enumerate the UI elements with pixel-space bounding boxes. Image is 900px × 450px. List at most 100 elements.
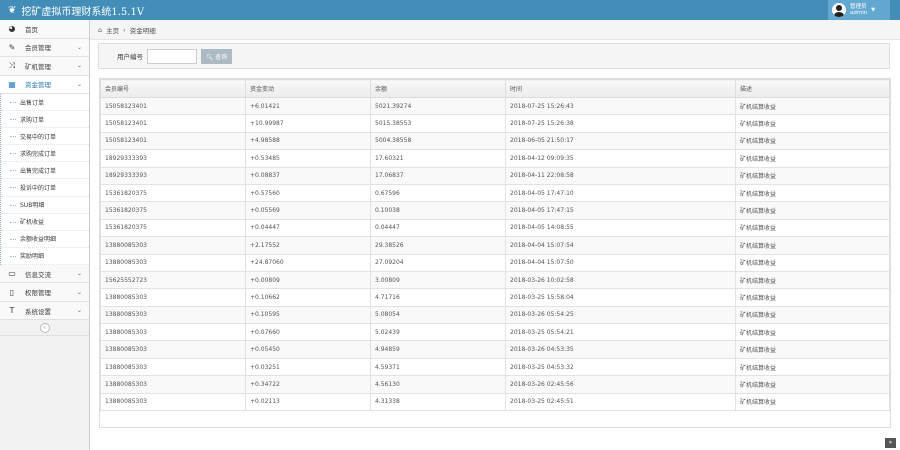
- table-cell: +0.05450: [245, 340, 371, 359]
- table-cell: 15058123401: [100, 114, 246, 133]
- breadcrumb-separator: ›: [123, 25, 126, 34]
- table-cell: 17.60321: [370, 149, 506, 168]
- submenu-item[interactable]: 交易中的订单: [1, 128, 89, 146]
- column-header: 余额: [370, 79, 506, 98]
- chevron-down-icon: ⌄: [76, 62, 82, 70]
- table-cell: 13880085303: [100, 323, 246, 342]
- sidebar-item-0[interactable]: ◕ 首页: [0, 20, 89, 39]
- table-cell: 矿机结算收益: [735, 218, 890, 238]
- table-cell: 27.09204: [370, 253, 506, 272]
- table-cell: 2018-03-25 02:45:51: [505, 392, 736, 412]
- table-cell: 矿机结算收益: [735, 183, 890, 203]
- table-cell: 5015.38553: [370, 114, 506, 133]
- caret-down-icon: ▼: [871, 7, 876, 13]
- table-cell: +0.05569: [245, 201, 371, 220]
- scroll-to-top-button[interactable]: »: [885, 438, 896, 448]
- sidebar-item-4[interactable]: ▭ 信息交流 ⌄: [0, 264, 89, 284]
- table-cell: +0.03251: [245, 357, 371, 377]
- table-cell: 2018-04-12 09:09:35: [505, 149, 736, 168]
- funds-table: 会员编号 资金变动 余额 时间 描述 15058123401 +6.01421 5021.3…: [100, 79, 890, 412]
- text-icon: T: [9, 306, 15, 316]
- table-cell: 13880085303: [100, 375, 246, 394]
- table-row: 13880085303 +0.07660 5.02439 2018-03-25 05:…: [100, 323, 890, 342]
- table-cell: 矿机结算收益: [735, 375, 890, 394]
- submenu-item[interactable]: 投诉中的订单: [1, 179, 89, 197]
- chevron-down-icon: ⌄: [76, 43, 82, 51]
- table-cell: 4.56130: [370, 375, 506, 394]
- user-id-input[interactable]: [147, 48, 197, 64]
- submenu-item[interactable]: 矿机收益: [1, 213, 89, 231]
- chevron-down-icon: ⌄: [76, 80, 82, 88]
- table-cell: 矿机结算收益: [735, 166, 890, 185]
- column-header: 时间: [505, 79, 736, 98]
- table-cell: 矿机结算收益: [735, 253, 890, 272]
- table-cell: 29.38526: [370, 236, 506, 255]
- submenu-item[interactable]: 余额收益明细: [1, 230, 89, 248]
- table-cell: 矿机结算收益: [735, 96, 890, 116]
- table-cell: 4.71716: [370, 288, 506, 307]
- calendar-icon: ▦: [8, 79, 16, 89]
- table-row: 15361820375 +0.04447 0.04447 2018-04-05 14:…: [100, 218, 890, 238]
- table-cell: 2018-04-05 17:47:15: [505, 201, 736, 220]
- user-role: admin: [850, 10, 868, 16]
- file-icon: ▯: [9, 287, 15, 297]
- sidebar-item-6[interactable]: T 系统设置 ⌄: [0, 301, 89, 321]
- sidebar-item-label: 矿机管理: [25, 62, 51, 71]
- submenu-item[interactable]: 奖励明细: [1, 247, 89, 265]
- table-cell: 2018-04-04 15:07:50: [505, 253, 736, 272]
- search-button[interactable]: 🔍︎ 查询: [201, 48, 232, 64]
- table-cell: +0.08837: [245, 166, 371, 185]
- table-cell: 15058123401: [100, 96, 246, 116]
- submenu-item[interactable]: SUB明细: [1, 196, 89, 214]
- sidebar-item-label: 资金管理: [25, 81, 51, 90]
- list-alt-icon: ▭: [8, 269, 16, 279]
- submenu-item[interactable]: 出售订单: [1, 94, 89, 112]
- double-left-icon[interactable]: «: [39, 322, 50, 333]
- table-row: 15058123401 +4.98588 5004.38558 2018-06-05 …: [100, 131, 890, 151]
- user-menu[interactable]: 管理员 admin ▼: [828, 0, 890, 20]
- sidebar-item-3[interactable]: ▦ 资金管理 ⌄: [0, 75, 89, 94]
- leaf-icon: ❦: [8, 5, 17, 16]
- table-cell: 矿机结算收益: [735, 114, 890, 133]
- sidebar-item-2[interactable]: ⤨ 矿机管理 ⌄: [0, 57, 89, 76]
- submenu: 出售订单 求购订单 交易中的订单 求购完成订单 出售完成订单 投诉中的订单 SUB明细 矿机收…: [0, 94, 89, 265]
- table-row: 15361820375 +0.05569 0.10038 2018-04-05 17:…: [100, 201, 890, 220]
- table-cell: 2018-03-25 15:58:04: [505, 288, 736, 307]
- table-cell: 矿机结算收益: [735, 392, 890, 412]
- breadcrumb-home[interactable]: 主页: [106, 26, 120, 35]
- table-cell: 5.02439: [370, 323, 506, 342]
- table-cell: 2018-04-04 15:07:54: [505, 236, 736, 255]
- table-cell: 3.00809: [370, 270, 506, 290]
- table-cell: +0.02113: [245, 392, 371, 412]
- table-cell: +2.17552: [245, 236, 371, 255]
- table-cell: +0.07660: [245, 323, 371, 342]
- sidebar-item-5[interactable]: ▯ 权限管理 ⌄: [0, 283, 89, 302]
- sidebar-item-1[interactable]: ✎ 会员管理 ⌄: [0, 38, 89, 57]
- chevron-down-icon: ⌄: [76, 288, 82, 296]
- table-row: 13880085303 +0.10662 4.71716 2018-03-25 15:…: [100, 288, 890, 307]
- sidebar: ◕ 首页 ✎ 会员管理 ⌄ ⤨ 矿机管理 ⌄ ▦ 资金管理 ⌄ 出售订单 求购订单 交易中的订单 求购完成订…: [0, 20, 90, 450]
- home-icon: ⌂: [98, 25, 103, 34]
- brand[interactable]: ❦ 挖矿虚拟币理财系统1.5.1V: [8, 3, 144, 18]
- table-cell: +10.99987: [245, 114, 371, 133]
- column-header: 描述: [735, 79, 890, 98]
- table-cell: 15361820375: [100, 183, 246, 203]
- table-cell: 13880085303: [100, 253, 246, 272]
- app-title: 挖矿虚拟币理财系统1.5.1V: [21, 7, 145, 18]
- table-cell: 矿机结算收益: [735, 270, 890, 290]
- table-cell: 2018-04-05 17:47:10: [505, 183, 736, 203]
- search-button-label: 查询: [215, 54, 228, 61]
- sidebar-item-label: 权限管理: [25, 289, 51, 298]
- table-cell: 2018-03-26 10:02:58: [505, 270, 736, 290]
- chevron-down-icon: ⌄: [76, 270, 82, 278]
- user-name: 管理员: [850, 4, 867, 10]
- user-id-label: 用户编号: [117, 53, 143, 61]
- submenu-item[interactable]: 出售完成订单: [1, 162, 89, 180]
- submenu-item[interactable]: 求购完成订单: [1, 145, 89, 163]
- table-cell: 15361820375: [100, 218, 246, 238]
- submenu-item[interactable]: 求购订单: [1, 111, 89, 129]
- table-cell: 15058123401: [100, 131, 246, 151]
- table-cell: 18929333393: [100, 166, 246, 185]
- tachometer-icon: ◕: [8, 24, 16, 34]
- funds-table-container: 会员编号 资金变动 余额 时间 描述 15058123401 +6.01421 5021.3…: [99, 78, 891, 428]
